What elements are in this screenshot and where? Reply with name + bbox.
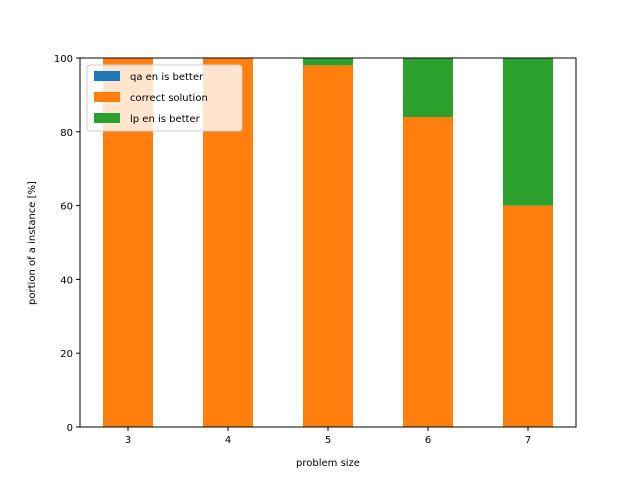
bar-6-series-1 bbox=[403, 117, 453, 427]
y-tick-label: 60 bbox=[60, 202, 73, 213]
legend-swatch-0 bbox=[94, 71, 120, 81]
y-tick-label: 100 bbox=[54, 54, 73, 65]
bar-7-series-2 bbox=[503, 58, 553, 206]
x-tick-label: 3 bbox=[125, 435, 131, 446]
legend: qa en is better correct solution lp en is … bbox=[86, 64, 243, 132]
y-axis-label: portion of a instance [%] bbox=[27, 181, 38, 305]
bar-5-series-2 bbox=[303, 58, 353, 66]
bar-6-series-2 bbox=[403, 58, 453, 118]
legend-box bbox=[86, 64, 243, 132]
bar-5-series-1 bbox=[303, 65, 353, 427]
x-tick-label: 4 bbox=[225, 435, 231, 446]
axes: 3 4 5 6 7 0 20 40 60 80 100 bbox=[54, 54, 577, 446]
legend-label-1: correct solution bbox=[130, 93, 208, 104]
y-tick-label: 20 bbox=[60, 349, 73, 360]
x-axis-label: problem size bbox=[296, 458, 360, 469]
y-tick-label: 40 bbox=[60, 275, 73, 286]
legend-swatch-1 bbox=[94, 92, 120, 102]
x-tick-label: 6 bbox=[425, 435, 431, 446]
x-tick-label: 5 bbox=[325, 435, 331, 446]
x-tick-label: 7 bbox=[525, 435, 531, 446]
y-tick-label: 80 bbox=[60, 128, 73, 139]
bar-7-series-1 bbox=[503, 205, 553, 427]
legend-label-0: qa en is better bbox=[130, 72, 204, 83]
y-tick-label: 0 bbox=[67, 423, 73, 434]
legend-label-2: lp en is better bbox=[130, 114, 201, 125]
legend-swatch-2 bbox=[94, 113, 120, 123]
